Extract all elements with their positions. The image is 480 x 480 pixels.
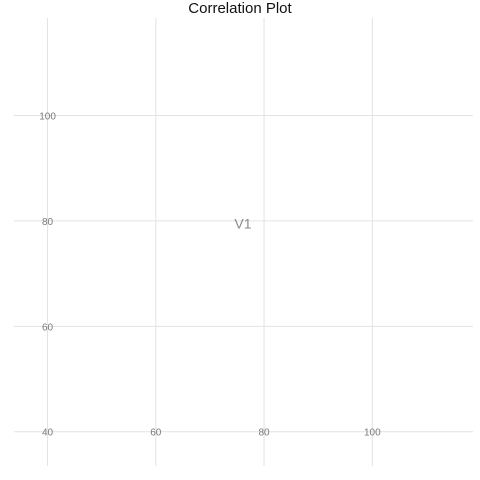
annotation-label-0: V1 <box>234 216 251 232</box>
x-tick-label-80: 80 <box>259 428 271 439</box>
x-tick-label-100: 100 <box>364 428 381 439</box>
x-tick-label-60: 60 <box>150 428 162 439</box>
chart-title: Correlation Plot <box>188 0 292 17</box>
tick-labels: 40 60 80 100 60 80 100 <box>39 112 381 439</box>
y-tick-label-60: 60 <box>42 322 54 333</box>
grid-lines <box>14 18 473 466</box>
y-tick-label-100: 100 <box>39 112 56 123</box>
annotations: V1 <box>234 216 251 232</box>
y-tick-label-80: 80 <box>42 217 54 228</box>
y-tick-label-40: 40 <box>42 428 54 439</box>
